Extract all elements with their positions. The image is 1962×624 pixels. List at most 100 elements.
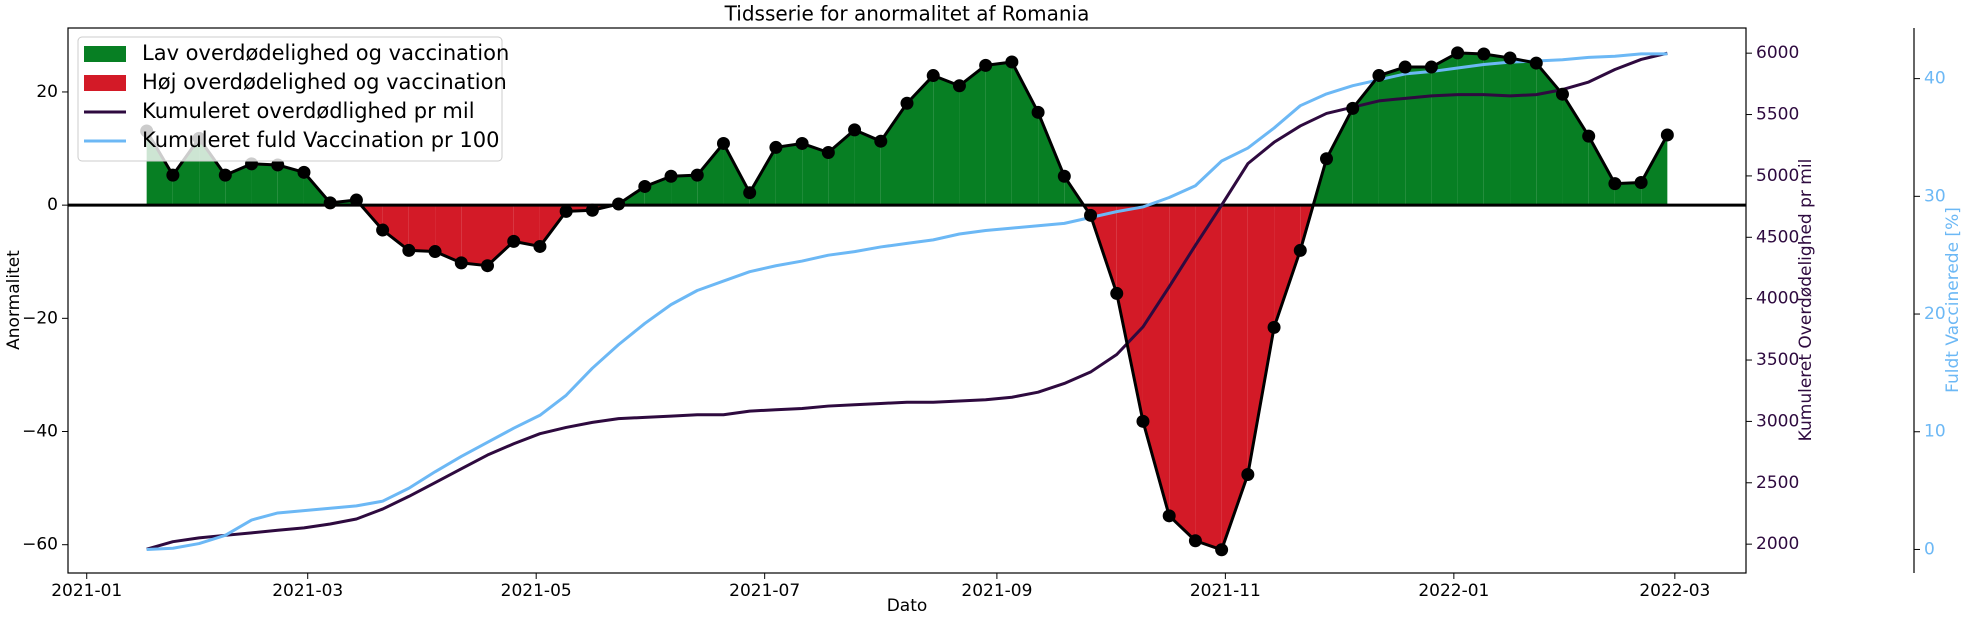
x-axis-label: Dato — [887, 596, 928, 616]
fill-area — [1274, 205, 1301, 328]
fill-area — [959, 65, 986, 206]
fill-area — [854, 129, 881, 206]
fill-area — [671, 175, 698, 206]
fill-area — [1352, 75, 1379, 206]
anomaly-dot — [1241, 468, 1255, 482]
anomaly-dot — [821, 146, 835, 160]
fill-area — [1510, 57, 1537, 206]
y2-tick-label: 3000 — [1756, 411, 1799, 431]
anomaly-dot — [1477, 47, 1491, 61]
y-tick-label: −40 — [22, 422, 58, 442]
anomaly-dot — [428, 245, 442, 259]
y-axis-label: Anormalitet — [4, 250, 24, 350]
fill-area — [775, 143, 803, 206]
anomaly-dot — [1660, 128, 1674, 142]
y2-tick-label: 5500 — [1756, 105, 1799, 125]
anomaly-dot — [769, 140, 783, 154]
anomaly-dot — [1320, 152, 1333, 166]
anomaly-dot — [690, 168, 704, 182]
y2-tick-label: 5000 — [1756, 166, 1799, 186]
plot-frame — [67, 27, 1747, 574]
legend-box — [77, 36, 503, 162]
y2-tick-label: 3500 — [1756, 350, 1799, 370]
fill-area — [1431, 52, 1458, 206]
anomaly-dot — [664, 169, 678, 183]
fill-area — [1221, 205, 1248, 550]
fill-area — [487, 205, 514, 266]
anomaly-dot — [743, 186, 757, 200]
anomaly-dot — [1215, 543, 1229, 557]
anomaly-dot — [271, 158, 285, 172]
anomaly-dot — [612, 197, 626, 211]
y2-tick-label: 2500 — [1756, 473, 1799, 493]
anomaly-dot — [638, 179, 652, 193]
y2-tick-label: 4000 — [1756, 289, 1799, 309]
fill-area — [644, 176, 672, 206]
y2-axis-label: Kumuleret Overdødelighed pr mil — [1796, 159, 1816, 442]
x-tick-label: 2021-03 — [272, 581, 343, 601]
anomaly-dot — [1110, 286, 1124, 300]
fill-area — [408, 205, 436, 252]
fill-area — [1483, 54, 1511, 206]
fill-area — [1588, 136, 1615, 206]
anomaly-dot — [1267, 320, 1281, 334]
y3-tick-label: 30 — [1924, 186, 1946, 206]
fill-area — [277, 164, 304, 206]
y-tick-label: −60 — [22, 535, 58, 555]
anomaly-dot — [1424, 60, 1438, 74]
legend: Lav overdødelighed og vaccination Høj ove… — [77, 36, 509, 162]
fill-area — [880, 103, 907, 206]
anomaly-dot — [1451, 46, 1465, 60]
anomaly-dot — [716, 136, 730, 150]
fill-area — [1195, 205, 1222, 550]
legend-label: Høj overdødelighed og vaccination — [142, 70, 507, 94]
x-tick-label: 2022-01 — [1418, 581, 1489, 601]
x-tick-label: 2021-11 — [1190, 581, 1261, 601]
y2-tick-label: 2000 — [1756, 534, 1799, 554]
anomaly-dot — [533, 239, 547, 253]
fill-area — [1641, 134, 1668, 206]
fill-area — [1038, 112, 1065, 206]
anomaly-dot — [323, 196, 337, 210]
y2-tick-label: 6000 — [1756, 43, 1799, 63]
x-tick-label: 2021-07 — [729, 581, 800, 601]
anomaly-dot — [926, 69, 940, 83]
fill-area — [1116, 205, 1143, 422]
anomaly-dot — [952, 79, 966, 93]
fill-area — [802, 143, 829, 206]
anomaly-dot — [1084, 208, 1098, 222]
series-line — [146, 51, 1668, 551]
x-tick-label: 2022-03 — [1639, 581, 1710, 601]
y-tick-label: 20 — [36, 82, 58, 102]
y3-axis-label: Fuldt Vaccinerede [%] — [1943, 207, 1962, 393]
anomaly-dot — [1398, 60, 1412, 74]
fill-area — [435, 205, 462, 263]
anomaly-dot — [1005, 55, 1019, 69]
anomaly-dot — [1346, 101, 1360, 115]
fill-area — [225, 163, 252, 206]
anomaly-dot — [1057, 169, 1071, 183]
anomaly-dot — [1136, 414, 1150, 428]
anomaly-dot — [1555, 87, 1569, 101]
fill-area — [1169, 205, 1196, 541]
y3-tick-label: 20 — [1924, 304, 1946, 324]
fill-area — [1405, 67, 1432, 206]
fill-area — [1562, 94, 1589, 206]
anomaly-dot — [297, 165, 311, 179]
legend-label: Kumuleret fuld Vaccination pr 100 — [142, 128, 499, 152]
fill-area — [1247, 205, 1275, 475]
fill-area — [382, 205, 409, 251]
anomaly-dot — [1529, 56, 1543, 70]
fill-area — [1011, 61, 1039, 206]
fill-area — [1326, 108, 1353, 206]
y-tick-label: −20 — [22, 308, 58, 328]
fill-area — [697, 143, 724, 206]
anomaly-dot — [349, 193, 363, 207]
anomaly-dot — [1608, 177, 1622, 191]
anomaly-dot — [402, 243, 416, 257]
fill-area — [461, 205, 488, 266]
legend-swatch — [84, 75, 126, 91]
anomaly-dot — [1503, 51, 1517, 65]
legend-swatch — [84, 46, 126, 62]
fill-area — [749, 147, 776, 206]
